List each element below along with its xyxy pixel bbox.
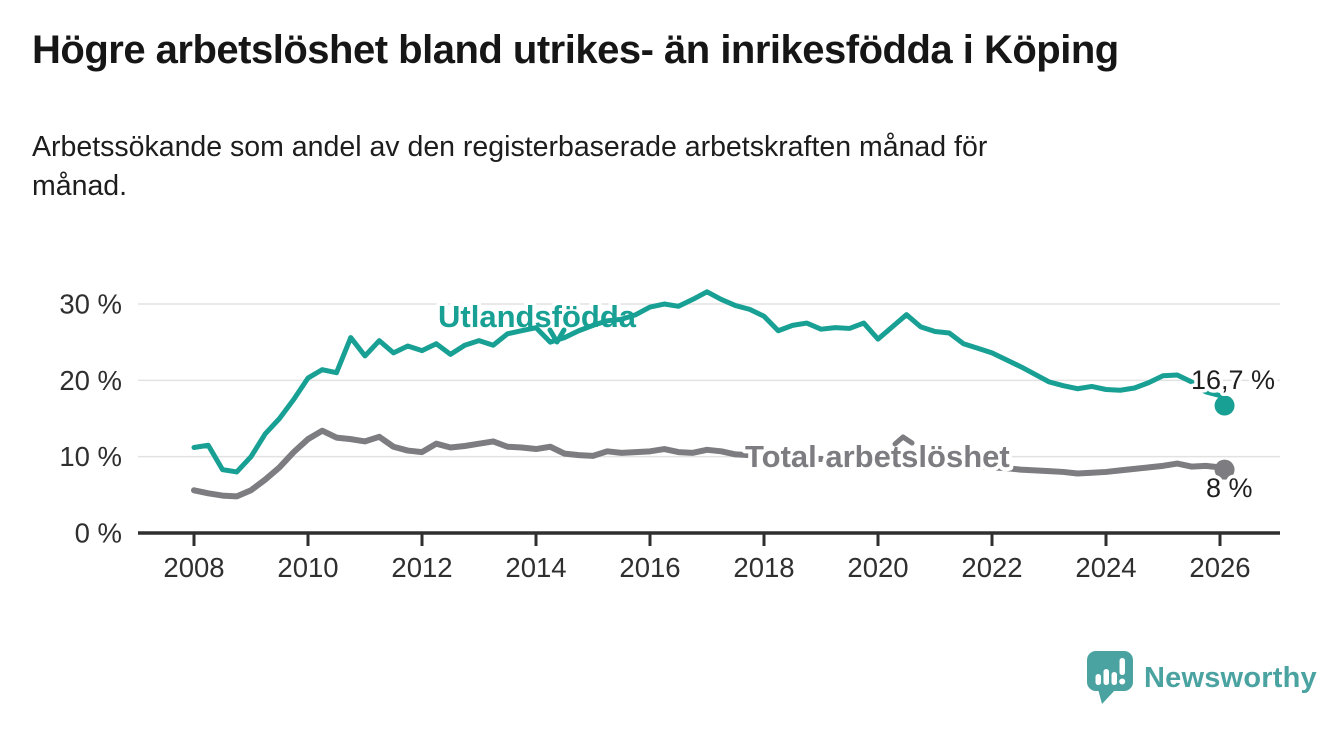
end-value-label-utlandsfodda: 16,7 % (1191, 365, 1275, 395)
down-caret-icon (547, 327, 567, 345)
y-tick-label: 10 % (59, 441, 122, 472)
y-axis-labels: 0 % 10 % 20 % 30 % (59, 289, 122, 549)
gridlines (138, 303, 1280, 458)
page-subtitle: Arbetssökande som andel av den registerb… (32, 131, 988, 202)
newsworthy-wordmark: Newsworthy (1144, 661, 1317, 694)
x-tick-label: 2026 (1189, 552, 1250, 583)
utlandsfodda-line (191, 289, 1228, 475)
x-tick-label: 2010 (277, 552, 338, 583)
x-tick-label: 2022 (961, 552, 1022, 583)
utlandsfodda-end-dot (1214, 395, 1235, 416)
total-end-dot (1214, 459, 1235, 480)
y-tick-label: 20 % (59, 365, 122, 396)
x-tick-label: 2016 (619, 552, 680, 583)
series-end-dots (1214, 395, 1235, 480)
y-tick-label: 30 % (59, 289, 122, 320)
x-tick-label: 2020 (847, 552, 908, 583)
up-caret-icon (892, 434, 915, 447)
page-title: Högre arbetslöshet bland utrikes- än inr… (32, 28, 1119, 72)
total-line (191, 427, 1228, 500)
newsworthy-logo-icon (1087, 651, 1133, 704)
x-tick-label: 2024 (1075, 552, 1136, 583)
series-label-total-arbetsloshet: Total arbetslöshet (745, 439, 1010, 474)
x-axis-ticks: 2008 2010 2012 2014 2016 2018 2020 2022 2024 2026 (163, 533, 1251, 583)
newsworthy-logo: Newsworthy (1086, 650, 1317, 706)
x-tick-label: 2018 (733, 552, 794, 583)
x-tick-label: 2008 (163, 552, 224, 583)
x-tick-label: 2014 (505, 552, 566, 583)
series-lines (191, 289, 1228, 500)
end-value-label-total: 8 % (1206, 473, 1253, 503)
y-tick-label: 0 % (75, 518, 122, 549)
x-tick-label: 2012 (391, 552, 452, 583)
